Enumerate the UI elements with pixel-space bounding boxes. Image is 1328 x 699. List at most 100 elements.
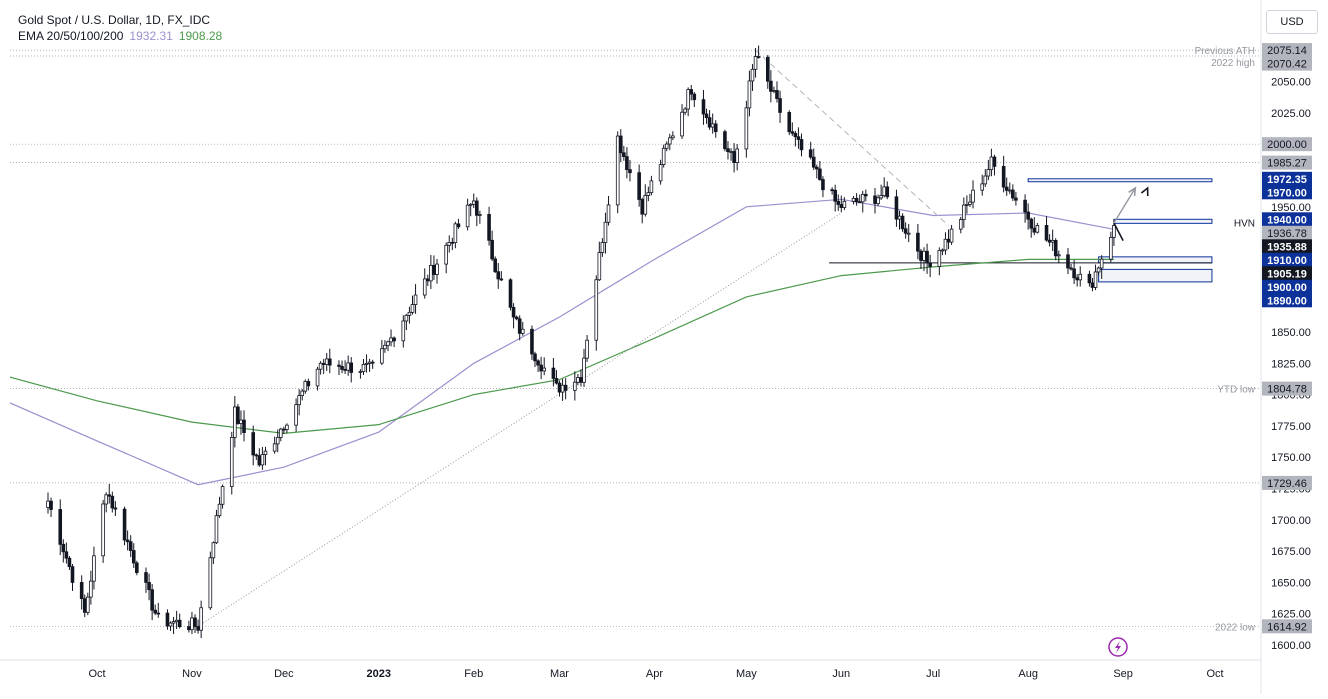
candle-body bbox=[367, 361, 372, 364]
candle-body bbox=[873, 195, 877, 204]
candle bbox=[686, 87, 690, 117]
candle bbox=[89, 570, 93, 605]
candle bbox=[735, 144, 739, 171]
candle-body bbox=[432, 264, 436, 275]
y-tick-label: 1650.00 bbox=[1271, 577, 1311, 589]
candle-body bbox=[370, 361, 375, 364]
candle-body bbox=[579, 377, 583, 383]
price-label-badge: 1935.88 bbox=[1262, 239, 1312, 254]
candle bbox=[747, 70, 752, 117]
candle-body bbox=[456, 223, 461, 228]
candle bbox=[968, 193, 972, 207]
candle-body bbox=[1069, 267, 1073, 270]
support-zone bbox=[1098, 256, 1213, 264]
candle-body bbox=[615, 135, 620, 206]
currency-button[interactable]: USD bbox=[1266, 10, 1318, 34]
y-tick-label: 1600.00 bbox=[1271, 640, 1311, 652]
candle bbox=[530, 325, 534, 360]
candle bbox=[799, 133, 804, 157]
price-label-badge: 1614.92 bbox=[1262, 619, 1312, 634]
candle-body bbox=[520, 328, 525, 334]
candle bbox=[386, 340, 390, 352]
candle-body bbox=[1007, 189, 1012, 192]
candle bbox=[435, 258, 439, 284]
candle-body bbox=[358, 371, 363, 373]
price-label-badge: 2075.14 bbox=[1262, 43, 1312, 58]
candle bbox=[67, 556, 72, 570]
candle-body bbox=[471, 200, 476, 205]
candle-body bbox=[478, 214, 482, 216]
y-tick-label: 1775.00 bbox=[1271, 421, 1311, 433]
price-label-bg bbox=[1262, 252, 1312, 267]
candle bbox=[965, 195, 969, 214]
candle-body bbox=[744, 107, 749, 150]
candle-body bbox=[156, 612, 161, 615]
price-label-badge: 1940.00 bbox=[1262, 212, 1312, 227]
candle bbox=[818, 161, 822, 181]
candle bbox=[796, 127, 801, 149]
price-label-badge: 1729.46 bbox=[1262, 475, 1312, 490]
candle bbox=[704, 108, 709, 124]
candle bbox=[361, 358, 366, 376]
annotation-label: Previous ATH bbox=[1195, 46, 1255, 57]
candle bbox=[475, 197, 479, 227]
candle-body bbox=[646, 192, 651, 196]
candle-body bbox=[315, 368, 320, 387]
candle-body bbox=[58, 509, 63, 545]
candle bbox=[122, 506, 127, 546]
candle bbox=[508, 278, 513, 311]
candle-body bbox=[514, 316, 519, 320]
candle-body bbox=[851, 197, 856, 202]
candle bbox=[879, 184, 883, 200]
candle-body bbox=[450, 241, 455, 244]
candle-body bbox=[582, 357, 586, 383]
candle-body bbox=[882, 186, 886, 196]
candle bbox=[349, 357, 354, 383]
candle-body bbox=[818, 168, 822, 180]
candle bbox=[815, 164, 819, 179]
candle bbox=[58, 499, 63, 556]
candle bbox=[456, 218, 461, 229]
candle bbox=[1011, 184, 1015, 201]
candle bbox=[661, 144, 666, 168]
candle bbox=[229, 431, 234, 495]
annotation-label: 2022 low bbox=[1215, 622, 1256, 633]
price-label-text: 1614.92 bbox=[1267, 621, 1307, 633]
candle-body bbox=[864, 193, 868, 197]
price-label-bg bbox=[1262, 185, 1312, 200]
candle-body bbox=[821, 179, 825, 191]
candle-body bbox=[364, 363, 369, 365]
projection-path bbox=[1113, 222, 1124, 241]
candle-body bbox=[1112, 225, 1116, 238]
candle-body bbox=[217, 503, 222, 517]
dashed-trend-line bbox=[755, 49, 949, 226]
candle-body bbox=[928, 262, 932, 267]
candle-body bbox=[680, 111, 684, 137]
y-tick-label: 1675.00 bbox=[1271, 546, 1311, 558]
candle-body bbox=[980, 183, 985, 191]
candle bbox=[769, 70, 773, 103]
candle-body bbox=[496, 271, 501, 280]
candle bbox=[857, 194, 862, 204]
candle bbox=[1096, 266, 1101, 276]
candle bbox=[383, 340, 387, 353]
candle bbox=[520, 321, 525, 336]
candle bbox=[925, 243, 929, 274]
candle-body bbox=[337, 364, 341, 367]
candle-body bbox=[769, 80, 773, 92]
candle-body bbox=[971, 189, 975, 203]
candle-body bbox=[242, 419, 246, 433]
candle bbox=[680, 104, 684, 139]
candle-body bbox=[542, 367, 546, 372]
candle-body bbox=[282, 428, 286, 431]
price-label-text: 1972.35 bbox=[1267, 174, 1307, 186]
candle-body bbox=[946, 238, 951, 243]
price-label-text: 2075.14 bbox=[1267, 45, 1307, 57]
candle-body bbox=[1087, 273, 1092, 284]
candle-body bbox=[643, 195, 648, 215]
candle bbox=[600, 238, 605, 257]
candle-body bbox=[1109, 237, 1113, 260]
x-tick-label: Nov bbox=[182, 668, 202, 680]
candle-body bbox=[153, 609, 157, 614]
